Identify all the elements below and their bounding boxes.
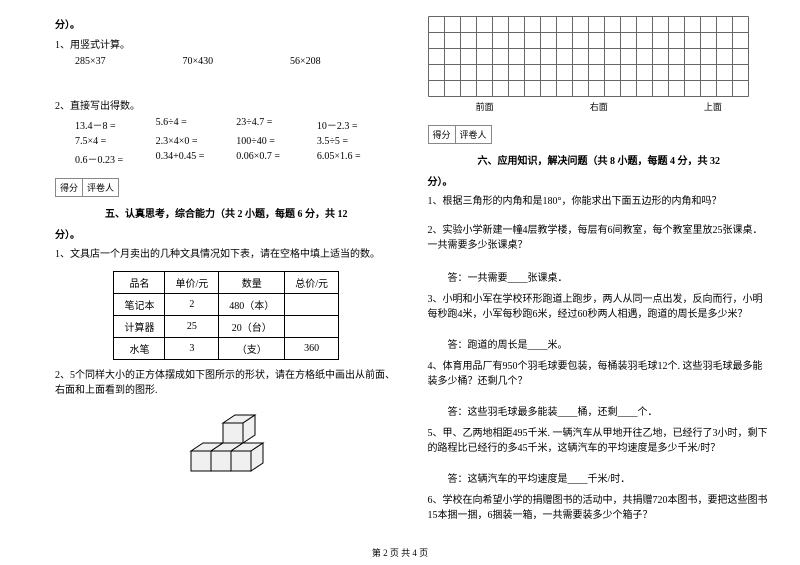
table-cell: 2 (165, 294, 219, 316)
table-cell: 水笔 (114, 338, 165, 360)
table-cell: 480（本） (219, 294, 285, 316)
section-end: 分）。 (55, 16, 398, 31)
q1c: 56×208 (290, 56, 398, 67)
table-header: 数量 (219, 272, 285, 294)
eq-cell: 3.5÷5 = (317, 136, 398, 147)
cube-figure (55, 411, 398, 484)
score-label: 得分 (56, 179, 83, 196)
section6-end: 分）。 (428, 173, 771, 188)
table-cell: 25 (165, 316, 219, 338)
page-footer: 第 2 页 共 4 页 (0, 546, 800, 559)
table-header: 总价/元 (285, 272, 339, 294)
eq-cell: 2.3×4×0 = (156, 136, 237, 147)
eq-cell: 5.6÷4 = (156, 117, 237, 132)
table-row: 计算器2520（台） (114, 316, 339, 338)
eq-cell: 23÷4.7 = (236, 117, 317, 132)
grader-label: 评卷人 (83, 179, 118, 196)
eq-cell: 7.5×4 = (75, 136, 156, 147)
q4: 4、体育用品厂有950个羽毛球要包装，每桶装羽毛球12个. 这些羽毛球最多能装多… (428, 357, 771, 387)
eq-row: 13.4－8 =5.6÷4 =23÷4.7 =10－2.3 = (75, 117, 398, 132)
q2: 2、实验小学新建一幢4层教学楼，每层有6间教室，每个教室里放25张课桌．一共需要… (428, 221, 771, 251)
table-cell: 计算器 (114, 316, 165, 338)
table-cell: 20（台） (219, 316, 285, 338)
stationery-table: 品名单价/元数量总价/元笔记本2480（本）计算器2520（台）水笔3（支）36… (113, 271, 339, 360)
q1b: 70×430 (183, 56, 291, 67)
q1-text: 1、用竖式计算。 (55, 36, 398, 51)
grid-label: 右面 (590, 100, 608, 113)
eq-cell: 6.05×1.6 = (317, 151, 398, 166)
score-box: 得分 评卷人 (55, 178, 119, 197)
answer-grid: 前面 右面 上面 (428, 16, 771, 113)
score-box: 得分 评卷人 (428, 125, 492, 144)
table-cell (285, 294, 339, 316)
eq-row: 0.6－0.23 =0.34+0.45 =0.06×0.7 =6.05×1.6 … (75, 151, 398, 166)
a2: 答：一共需要____张课桌． (448, 269, 771, 284)
section5-title: 五、认真思考，综合能力（共 2 小题，每题 6 分，共 12 (55, 205, 398, 220)
eq-row: 7.5×4 =2.3×4×0 =100÷40 =3.5÷5 = (75, 136, 398, 147)
eq-cell: 13.4－8 = (75, 117, 156, 132)
q2-text: 2、直接写出得数。 (55, 97, 398, 112)
q3: 3、小明和小军在学校环形跑道上跑步，两人从同一点出发，反向而行，小明每秒跑4米，… (428, 290, 771, 320)
section6-title: 六、应用知识，解决问题（共 8 小题，每题 4 分，共 32 (428, 152, 771, 167)
eq-rows: 13.4－8 =5.6÷4 =23÷4.7 =10－2.3 = 7.5×4 =2.… (55, 117, 398, 170)
table-cell (285, 316, 339, 338)
q6: 6、学校在向希望小学的捐赠图书的活动中，共捐赠720本图书，要把这些图书15本捆… (428, 491, 771, 521)
eq-cell: 100÷40 = (236, 136, 317, 147)
table-header: 品名 (114, 272, 165, 294)
eq-cell: 0.06×0.7 = (236, 151, 317, 166)
score-label: 得分 (429, 126, 456, 143)
p1-text: 1、文具店一个月卖出的几种文具情况如下表，请在空格中填上适当的数。 (55, 245, 398, 260)
grader-label: 评卷人 (456, 126, 491, 143)
a4: 答：这些羽毛球最多能装____桶，还剩____个． (448, 403, 771, 418)
table-cell: 360 (285, 338, 339, 360)
table-cell: 3 (165, 338, 219, 360)
grid-labels: 前面 右面 上面 (428, 100, 771, 113)
q1: 1、根据三角形的内角和是180°，你能求出下面五边形的内角和吗？ (428, 192, 771, 207)
table-row: 水笔3（支）360 (114, 338, 339, 360)
q1-items: 285×37 70×430 56×208 (55, 56, 398, 67)
table-header: 单价/元 (165, 272, 219, 294)
a3: 答：跑道的周长是____米。 (448, 336, 771, 351)
q5: 5、甲、乙两地相距495千米. 一辆汽车从甲地开往乙地，已经行了3小时，剩下的路… (428, 424, 771, 454)
table-cell: （支） (219, 338, 285, 360)
q1a: 285×37 (75, 56, 183, 67)
p2-text: 2、5个同样大小的正方体摆成如下图所示的形状，请在方格纸中画出从前面、右面和上面… (55, 366, 398, 396)
section5-end: 分）。 (55, 226, 398, 241)
table-row: 笔记本2480（本） (114, 294, 339, 316)
grid-label: 上面 (704, 100, 722, 113)
grid-label: 前面 (476, 100, 494, 113)
eq-cell: 10－2.3 = (317, 117, 398, 132)
eq-cell: 0.34+0.45 = (156, 151, 237, 166)
table-cell: 笔记本 (114, 294, 165, 316)
a5: 答：这辆汽车的平均速度是____千米/时． (448, 470, 771, 485)
eq-cell: 0.6－0.23 = (75, 151, 156, 166)
